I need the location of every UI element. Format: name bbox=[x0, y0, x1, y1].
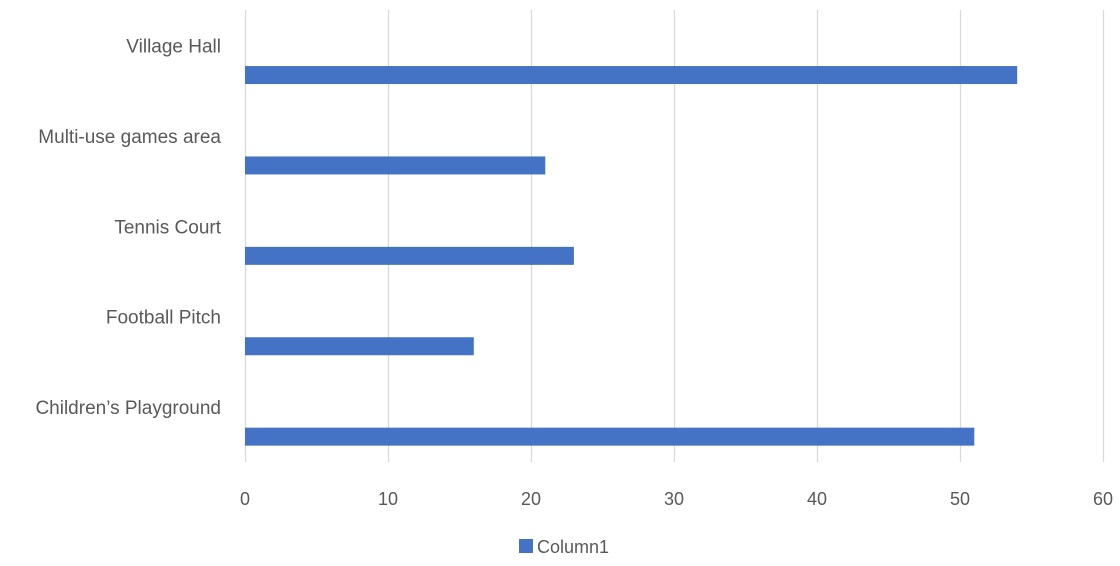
category-label: Village Hall bbox=[126, 36, 221, 57]
category-label: Multi-use games area bbox=[38, 127, 221, 148]
tick-label: 20 bbox=[521, 489, 541, 509]
legend-label: Column1 bbox=[537, 537, 609, 557]
bars bbox=[245, 66, 1018, 446]
category-label: Tennis Court bbox=[114, 217, 221, 238]
x-axis-tick-labels: 0 10 20 30 40 50 60 bbox=[240, 489, 1113, 509]
bar bbox=[245, 66, 1018, 85]
category-label: Football Pitch bbox=[106, 308, 221, 329]
tick-label: 0 bbox=[240, 489, 250, 509]
tick-label: 30 bbox=[664, 489, 684, 509]
legend-swatch bbox=[519, 539, 533, 553]
category-labels: Village Hall Multi-use games area Tennis C… bbox=[35, 36, 221, 419]
tick-label: 60 bbox=[1093, 489, 1113, 509]
bar bbox=[245, 246, 574, 265]
legend: Column1 bbox=[519, 537, 609, 557]
bar bbox=[245, 156, 546, 175]
category-label: Children’s Playground bbox=[35, 398, 221, 419]
bar bbox=[245, 427, 975, 446]
tick-label: 50 bbox=[950, 489, 970, 509]
tick-label: 40 bbox=[807, 489, 827, 509]
bar bbox=[245, 337, 474, 356]
gridlines bbox=[244, 10, 1105, 462]
tick-label: 10 bbox=[378, 489, 398, 509]
